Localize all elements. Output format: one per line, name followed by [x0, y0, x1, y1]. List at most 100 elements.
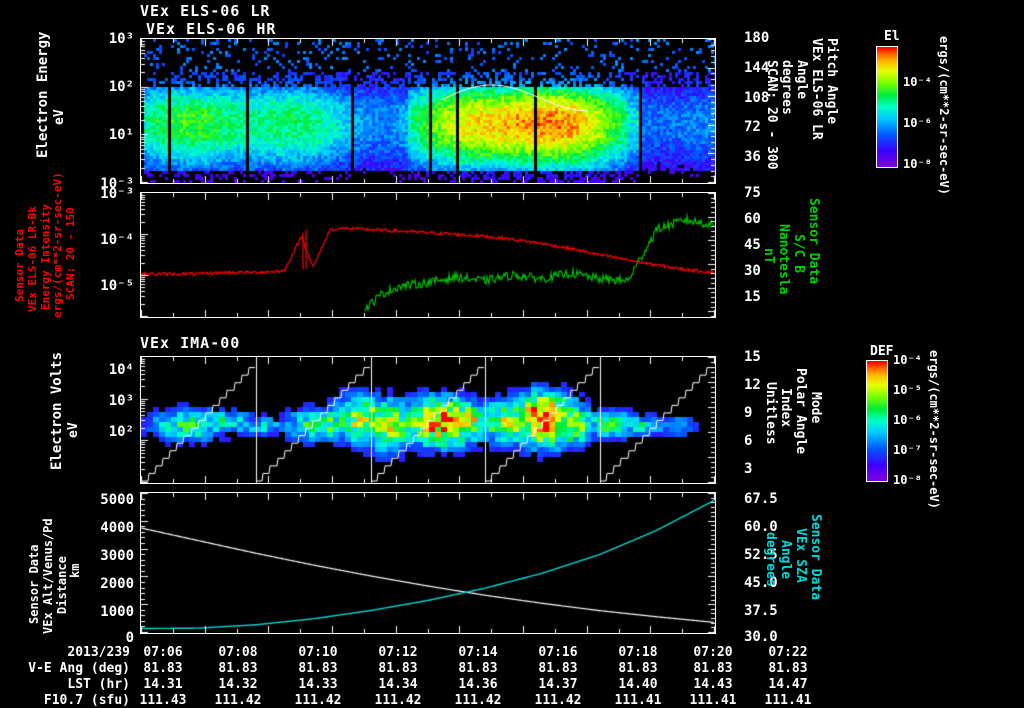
- panel1-ylabel: Electron Energy: [35, 31, 51, 158]
- footer-cell: 81.83: [768, 661, 808, 676]
- panel4-rtick-3: 45.0: [744, 575, 778, 591]
- panel1-colorbar-units: ergs/(cm**2-sr-sec-eV): [937, 36, 951, 195]
- panel4-ytick-2: 3000: [100, 548, 134, 564]
- panel3-cb-tick-2: 10⁻⁶: [893, 413, 922, 427]
- panel2-rtick-2: 45: [744, 237, 761, 253]
- panel4-right-label-sza: VEx SZA: [793, 528, 808, 583]
- panel1-ytick-0: 10³: [108, 31, 134, 47]
- panel4-rtick-0: 67.5: [744, 491, 778, 507]
- panel1-spectrogram: [141, 39, 715, 183]
- panel3-cb-tick-4: 10⁻⁸: [893, 473, 922, 487]
- footer-cell: 14.40: [618, 677, 658, 692]
- panel3-rtick-4: 3: [744, 461, 753, 477]
- footer-cell: 81.83: [538, 661, 578, 676]
- panel2-right-label-sc-b: S/C B: [791, 234, 806, 274]
- panel4-ytick-0: 5000: [100, 492, 134, 508]
- panel3-colorbar-gradient: [867, 361, 887, 481]
- footer-cell: 111.42: [374, 693, 422, 708]
- panel4-rtick-4: 37.5: [744, 603, 778, 619]
- footer-cell: 81.83: [218, 661, 258, 676]
- footer-cell: 07:14: [458, 645, 498, 660]
- panel2-right-label-nanotesla: Nanotesla: [776, 224, 791, 295]
- panel3-title: VEx IMA-00: [140, 334, 241, 352]
- panel1-colorbar-title: El: [884, 29, 900, 44]
- panel4-ytick-4: 1000: [100, 604, 134, 620]
- panel1-cb-tick-0: 10⁻⁴: [903, 75, 932, 89]
- panel1-cb-tick-1: 10⁻⁶: [903, 116, 932, 130]
- panel4-rtick-2: 52.5: [744, 547, 778, 563]
- panel4-line-plot: [141, 493, 715, 633]
- panel4-left-label-km: km: [68, 563, 82, 578]
- footer-row-label: 2013/239: [67, 645, 130, 660]
- panel1-rtick-4: 36: [744, 149, 761, 165]
- panel3-right-label-unitless: Unitless: [763, 382, 778, 445]
- panel2-left-label-instrument: VEx ELS-06 LR-Bk: [26, 206, 39, 312]
- panel1-yunits: eV: [52, 109, 67, 125]
- panel3-cb-tick-1: 10⁻⁵: [893, 383, 922, 397]
- panel4-right-label-angle: Angle: [778, 540, 793, 580]
- panel3-cb-tick-0: 10⁻⁴: [893, 353, 922, 367]
- panel3-plot-frame: [140, 356, 716, 484]
- panel3-colorbar-units: ergs/(cm**2-sr-sec-eV): [927, 350, 941, 509]
- panel2-rtick-1: 60: [744, 211, 761, 227]
- panel2-line-plot: [141, 193, 715, 317]
- footer-cell: 07:16: [538, 645, 578, 660]
- panel3-right-label-polar-angle: Polar Angle: [793, 368, 808, 455]
- panel2-left-label-sensor-data: Sensor Data: [13, 229, 26, 302]
- panel3-right-label-index: Index: [778, 388, 793, 428]
- panel2-plot-frame: [140, 192, 716, 318]
- footer-cell: 14.43: [693, 677, 733, 692]
- panel1-title-hr: VEx ELS-06 HR: [146, 20, 277, 38]
- panel3-ytick-2: 10²: [108, 424, 134, 440]
- footer-cell: 81.83: [458, 661, 498, 676]
- panel4-right-label-degrees: degrees: [763, 532, 778, 587]
- panel2-ytick-0: 10⁻³: [100, 186, 134, 202]
- footer-cell: 81.83: [378, 661, 418, 676]
- footer-cell: 14.31: [143, 677, 183, 692]
- footer-cell: 14.34: [378, 677, 418, 692]
- footer-row-label: LST (hr): [67, 677, 130, 692]
- panel2-right-label-nt: nT: [761, 248, 776, 264]
- footer-row-label: V-E Ang (deg): [28, 661, 130, 676]
- footer-cell: 81.83: [143, 661, 183, 676]
- panel1-right-label-instrument: VEx ELS-06 LR: [809, 38, 824, 140]
- panel4-rtick-5: 30.0: [744, 629, 778, 645]
- footer-cell: 111.42: [454, 693, 502, 708]
- panel3-rtick-0: 15: [744, 349, 761, 365]
- panel1-cb-tick-2: 10⁻⁸: [903, 157, 932, 171]
- panel2-rtick-3: 30: [744, 263, 761, 279]
- panel3-rtick-3: 6: [744, 433, 753, 449]
- footer-cell: 07:10: [298, 645, 338, 660]
- panel3-rtick-2: 9: [744, 405, 753, 421]
- panel3-rtick-1: 12: [744, 377, 761, 393]
- panel3-ylabel: Electron Volts: [49, 351, 65, 470]
- footer-cell: 111.42: [294, 693, 342, 708]
- panel2-right-label-sensor-data: Sensor Data: [806, 198, 821, 285]
- panel4-left-label-alt: VEx Alt/Venus/Pd: [41, 518, 55, 634]
- panel1-right-label-degrees: degrees: [779, 60, 794, 115]
- footer-cell: 07:12: [378, 645, 418, 660]
- panel2-left-label-scan: SCAN: 20 - 150: [64, 207, 77, 300]
- footer-cell: 07:22: [768, 645, 808, 660]
- panel4-right-label-sensor-data: Sensor Data: [808, 514, 823, 601]
- footer-cell: 111.43: [139, 693, 187, 708]
- footer-cell: 81.83: [618, 661, 658, 676]
- panel3-right-label-mode: Mode: [808, 392, 823, 424]
- footer-cell: 14.47: [768, 677, 808, 692]
- panel3-cb-tick-3: 10⁻⁷: [893, 443, 922, 457]
- footer-cell: 111.42: [534, 693, 582, 708]
- footer-cell: 14.37: [538, 677, 578, 692]
- panel1-right-label-angle: Angle: [794, 60, 809, 100]
- footer-cell: 111.42: [214, 693, 262, 708]
- panel4-left-label-sensor-data: Sensor Data: [27, 544, 41, 624]
- footer-cell: 14.36: [458, 677, 498, 692]
- footer-cell: 07:06: [143, 645, 183, 660]
- footer-cell: 111.41: [614, 693, 662, 708]
- panel4-ytick-1: 4000: [100, 520, 134, 536]
- panel2-rtick-4: 15: [744, 289, 761, 305]
- panel2-rtick-0: 75: [744, 185, 761, 201]
- panel1-right-label-pitch-angle: Pitch Angle: [824, 38, 839, 125]
- panel3-ytick-0: 10⁴: [108, 362, 134, 378]
- panel3-yunits: eV: [66, 422, 81, 438]
